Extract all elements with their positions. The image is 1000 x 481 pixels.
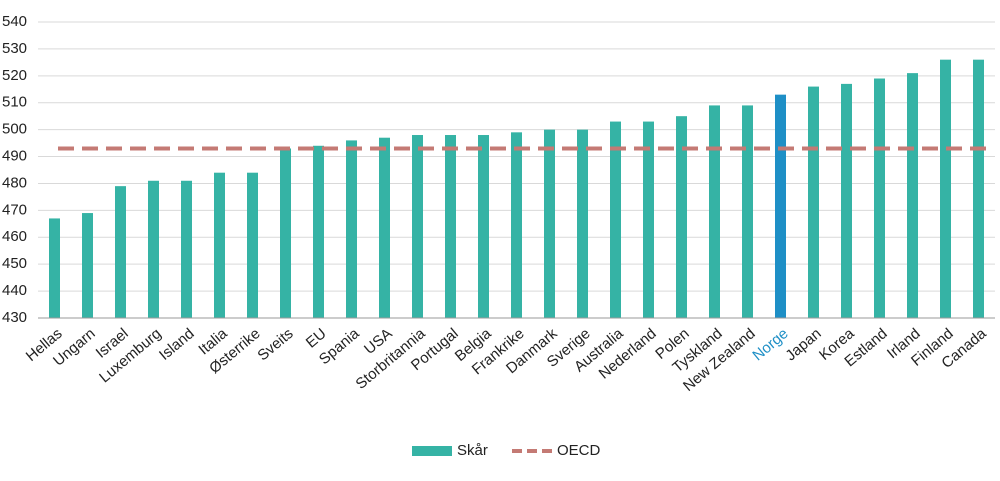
- bar: [49, 218, 60, 318]
- y-tick-label: 440: [2, 282, 27, 299]
- bar: [841, 83, 852, 319]
- y-tick-label: 430: [2, 309, 27, 326]
- bar: [544, 129, 555, 318]
- y-tick-label: 530: [2, 40, 27, 57]
- y-tick-label: 450: [2, 255, 27, 272]
- y-tick-label: 460: [2, 228, 27, 245]
- y-tick-label: 520: [2, 67, 27, 84]
- bar: [379, 137, 390, 318]
- y-tick-label: 480: [2, 174, 27, 191]
- x-tick-label: Japan: [782, 325, 824, 364]
- y-tick-label: 490: [2, 148, 27, 165]
- y-tick-label: 470: [2, 201, 27, 218]
- bar: [181, 180, 192, 318]
- bar: [511, 132, 522, 318]
- bar: [115, 186, 126, 318]
- x-tick-label: Norge: [749, 325, 791, 364]
- bar: [445, 135, 456, 318]
- y-tick-label: 500: [2, 121, 27, 138]
- bar: [709, 105, 720, 318]
- bar: [775, 94, 786, 319]
- bar: [742, 105, 753, 318]
- x-tick-label: Island: [156, 325, 198, 364]
- y-tick-label: 510: [2, 94, 27, 111]
- y-tick-label: 540: [2, 13, 27, 30]
- legend-swatch: [412, 446, 452, 456]
- x-tick-label: Sveits: [254, 325, 296, 364]
- bar: [280, 148, 291, 318]
- bar: [874, 78, 885, 318]
- legend-label: OECD: [557, 442, 601, 459]
- bar: [82, 213, 93, 318]
- bar: [478, 135, 489, 318]
- bar: [973, 59, 984, 318]
- bar: [676, 116, 687, 318]
- bar: [313, 145, 324, 318]
- bar: [577, 129, 588, 318]
- bar: [346, 140, 357, 318]
- bar: [940, 59, 951, 318]
- bar: [808, 86, 819, 318]
- bar: [247, 172, 258, 318]
- bar: [214, 172, 225, 318]
- bar: [643, 121, 654, 319]
- bar: [907, 73, 918, 318]
- bar: [412, 135, 423, 318]
- bar: [610, 121, 621, 319]
- bar: [148, 180, 159, 318]
- legend-label: Skår: [457, 442, 488, 459]
